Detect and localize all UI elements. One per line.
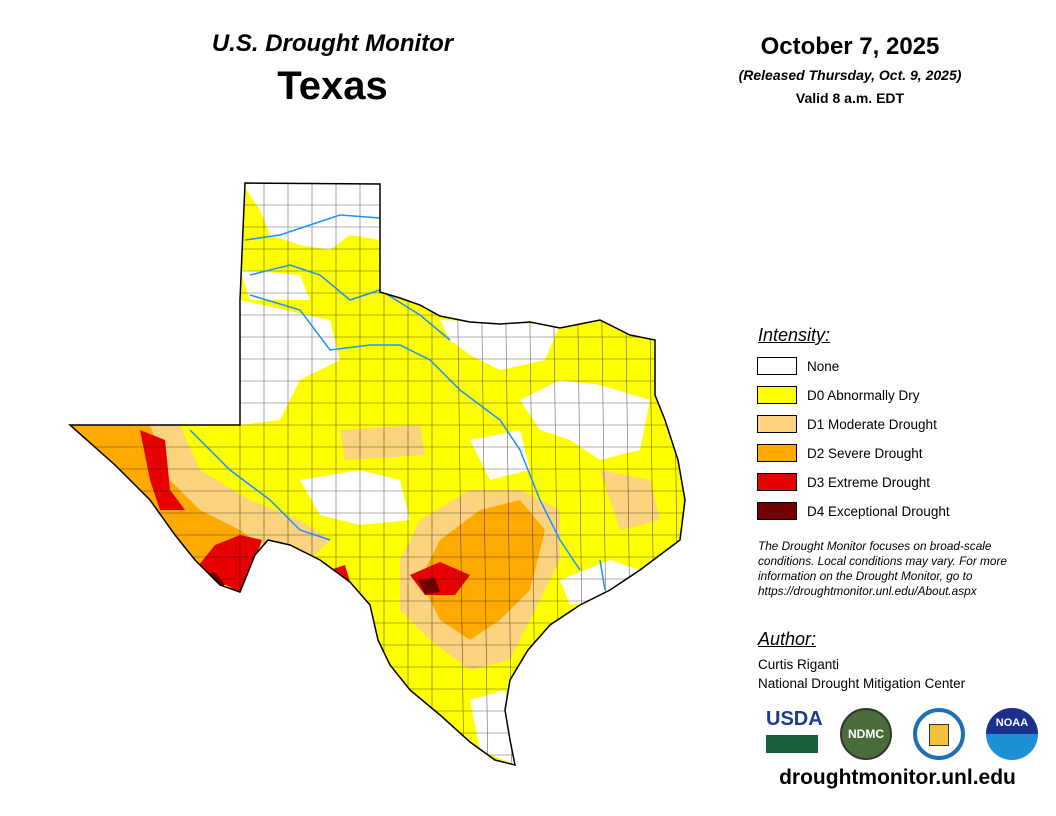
d1-area xyxy=(340,425,425,460)
legend-item: D0 Abnormally Dry xyxy=(757,384,920,406)
none-area-valley xyxy=(470,690,515,765)
legend-swatch xyxy=(757,502,797,520)
none-area-east xyxy=(520,380,650,460)
legend-item: D4 Exceptional Drought xyxy=(757,500,950,522)
legend-swatch xyxy=(757,386,797,404)
commerce-seal-logo xyxy=(913,708,965,760)
legend-label: D4 Exceptional Drought xyxy=(807,503,950,519)
legend-swatch xyxy=(757,473,797,491)
author-heading: Author: xyxy=(758,629,817,649)
valid-time: Valid 8 a.m. EDT xyxy=(795,90,905,106)
legend-item: D3 Extreme Drought xyxy=(757,471,930,493)
website-link[interactable]: droughtmonitor.unl.edu xyxy=(779,766,1016,789)
ndmc-logo: NDMC xyxy=(840,708,892,760)
author-org: National Drought Mitigation Center xyxy=(758,676,966,691)
texas-drought-map xyxy=(69,182,686,766)
legend-swatch xyxy=(757,357,797,375)
legend-label: D2 Severe Drought xyxy=(807,445,923,461)
none-area-houston xyxy=(560,560,640,605)
legend-swatch xyxy=(757,444,797,462)
legend-label: None xyxy=(807,358,840,374)
none-area-permian xyxy=(300,470,410,525)
disclaimer-note: The Drought Monitor focuses on broad-sca… xyxy=(758,539,1007,598)
legend-label: D3 Extreme Drought xyxy=(807,474,931,490)
legend-item: D2 Severe Drought xyxy=(757,442,923,464)
rivers xyxy=(189,214,606,591)
author-name: Curtis Riganti xyxy=(758,657,840,672)
d3-area-far-west xyxy=(140,430,185,510)
legend-title: Intensity: xyxy=(758,325,831,345)
usda-logo: USDA xyxy=(766,708,823,760)
release-date: (Released Thursday, Oct. 9, 2025) xyxy=(738,67,962,83)
none-area xyxy=(240,270,310,300)
map-date: October 7, 2025 xyxy=(760,33,940,60)
legend-label: D1 Moderate Drought xyxy=(807,416,937,432)
legend-item: D1 Moderate Drought xyxy=(757,413,937,435)
map-subtitle: U.S. Drought Monitor xyxy=(211,30,454,57)
legend-label: D0 Abnormally Dry xyxy=(807,387,920,403)
legend-item: None xyxy=(757,355,839,377)
none-area-panhandle xyxy=(240,183,385,250)
noaa-logo: NOAA xyxy=(986,708,1038,760)
d1-area-east xyxy=(600,470,660,530)
legend-swatch xyxy=(757,415,797,433)
map-title: Texas xyxy=(277,64,388,108)
d4-area-central xyxy=(418,578,440,594)
